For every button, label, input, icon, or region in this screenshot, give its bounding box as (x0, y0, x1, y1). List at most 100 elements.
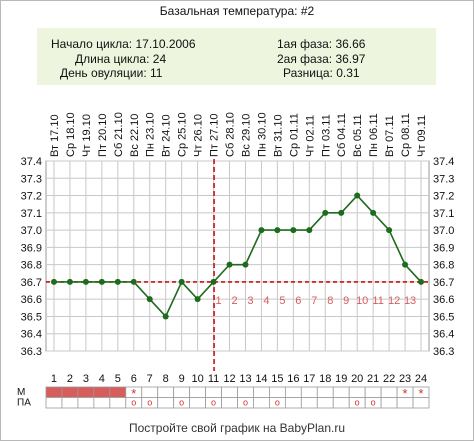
day-number-label: 9 (179, 373, 185, 385)
phase-day-label: 4 (263, 295, 269, 307)
day-number-label: 16 (287, 373, 299, 385)
day-number-label: 21 (367, 373, 379, 385)
data-point (274, 227, 281, 234)
y-axis-right: 36.3 36.4 36.5 36.6 36.7 36.8 36.9 37.0 37.1 37.2… (433, 156, 454, 358)
date-label: Вс 29.10 (240, 114, 252, 157)
pa-row-cell (253, 397, 270, 409)
phase2-label: 2ая фаза: (277, 52, 333, 66)
data-point (50, 278, 57, 285)
ovulation-day-label: День овуляции: (60, 66, 147, 80)
y-axis-left: 36.3 36.4 36.5 36.6 36.7 36.8 36.9 37.0 37.1 37.2… (21, 156, 42, 358)
day-number-label: 12 (223, 373, 235, 385)
y-tick-label-right: 36.7 (433, 277, 454, 289)
chart-title: Базальная температура: #2 (159, 4, 315, 18)
pa-row-cell (109, 397, 127, 409)
day-number-label: 13 (239, 373, 251, 385)
phase-day-label: 8 (327, 295, 333, 307)
m-row-cell (348, 386, 366, 398)
y-tick-label-right: 37.3 (433, 173, 454, 185)
y-tick-label-left: 36.8 (21, 260, 42, 272)
data-point (98, 278, 105, 285)
phase1-value: 36.66 (335, 37, 366, 51)
footer-link[interactable]: Постройте свой график на BabyPlan.ru (128, 421, 346, 435)
y-tick-label-left: 36.7 (21, 277, 42, 289)
pa-row-cell (157, 397, 175, 409)
date-label: Вт 24.10 (161, 114, 173, 157)
temperature-series (50, 192, 425, 320)
y-tick-label-right: 37.4 (433, 156, 454, 168)
m-row-cell (61, 386, 79, 398)
day-number-label: 3 (83, 373, 89, 385)
y-tick-label-right: 37.0 (433, 225, 454, 237)
m-star-marker: * (131, 386, 136, 401)
day-number-label: 22 (383, 373, 395, 385)
phase-day-label: 2 (231, 295, 237, 307)
data-point (402, 261, 409, 268)
m-row-cell (173, 386, 191, 398)
date-label: Ср 25.10 (177, 112, 189, 157)
y-tick-label-right: 37.2 (433, 191, 454, 203)
bbt-chart: Вт 17.10 Ср 18.10 Чт 19.10 Пт 20.10 Сб 21.10… (17, 112, 454, 409)
date-label: Ср 18.10 (65, 112, 77, 157)
day-number-label: 24 (415, 373, 427, 385)
date-label: Вт 31.10 (272, 114, 284, 157)
y-tick-label-right: 36.4 (433, 329, 454, 341)
m-row-cell (221, 386, 238, 398)
post-ovulation-day-labels: 1 2 3 4 5 6 7 8 9 10 11 12 13 (216, 295, 417, 307)
pa-circle-marker: o (243, 398, 248, 408)
phase-day-label: 13 (404, 295, 416, 307)
pa-row-cell (380, 397, 398, 409)
date-label: Чт 02.11 (304, 115, 316, 157)
m-row-cell (237, 386, 254, 398)
m-row-cell (332, 386, 350, 398)
pa-row-label: ПА (17, 398, 31, 409)
day-number-label: 14 (255, 373, 267, 385)
phase-day-label: 9 (343, 295, 349, 307)
y-tick-label-left: 37.2 (21, 191, 42, 203)
date-label: Пт 03.11 (320, 114, 332, 157)
phase-day-label: 7 (311, 295, 317, 307)
phase-day-label: 5 (279, 295, 285, 307)
m-row-cell (380, 386, 398, 398)
cycle-length-row: Длина цикла: 24 (75, 52, 166, 66)
m-row-cell (364, 386, 382, 398)
y-tick-label-right: 36.9 (433, 242, 454, 254)
date-labels: Вт 17.10 Ср 18.10 Чт 19.10 Пт 20.10 Сб 21.10… (49, 112, 428, 157)
phase2-value: 36.97 (335, 52, 366, 66)
day-number-label: 17 (303, 373, 315, 385)
date-label: Чт 09.11 (416, 115, 428, 157)
day-number-label: 10 (191, 373, 203, 385)
pa-row-cell (284, 397, 302, 409)
data-point (338, 209, 345, 216)
m-row-cell (77, 386, 95, 398)
date-label: Пн 30.10 (256, 112, 268, 157)
cycle-start-value: 17.10.2006 (135, 37, 196, 51)
m-row-label: М (17, 387, 25, 398)
m-row-cell (205, 386, 222, 398)
date-label: Сб 28.10 (225, 112, 237, 157)
pa-circle-marker: o (131, 398, 136, 408)
cycle-summary-panel: Начало цикла: 17.10.2006 Длина цикла: 24… (37, 28, 436, 85)
phase-day-label: 3 (247, 295, 253, 307)
m-row-cell (109, 386, 127, 398)
phase-day-label: 6 (295, 295, 301, 307)
data-point (386, 227, 393, 234)
m-row-cell (316, 386, 334, 398)
pa-row-cell (300, 397, 318, 409)
pa-circle-marker: o (211, 398, 216, 408)
y-tick-label-left: 37.1 (21, 208, 42, 220)
m-row-cell (93, 386, 111, 398)
day-number-label: 20 (351, 373, 363, 385)
ovulation-day-value: 11 (150, 66, 163, 80)
data-point (370, 209, 377, 216)
day-number-label: 11 (208, 373, 219, 385)
data-point (130, 278, 137, 285)
m-row-cell (157, 386, 175, 398)
pa-circle-marker: o (179, 398, 184, 408)
pa-circle-marker: o (371, 398, 376, 408)
pa-row-cell (77, 397, 95, 409)
date-label: Сб 04.11 (336, 113, 348, 157)
day-number-label: 19 (335, 373, 347, 385)
y-tick-label-right: 36.8 (433, 260, 454, 272)
